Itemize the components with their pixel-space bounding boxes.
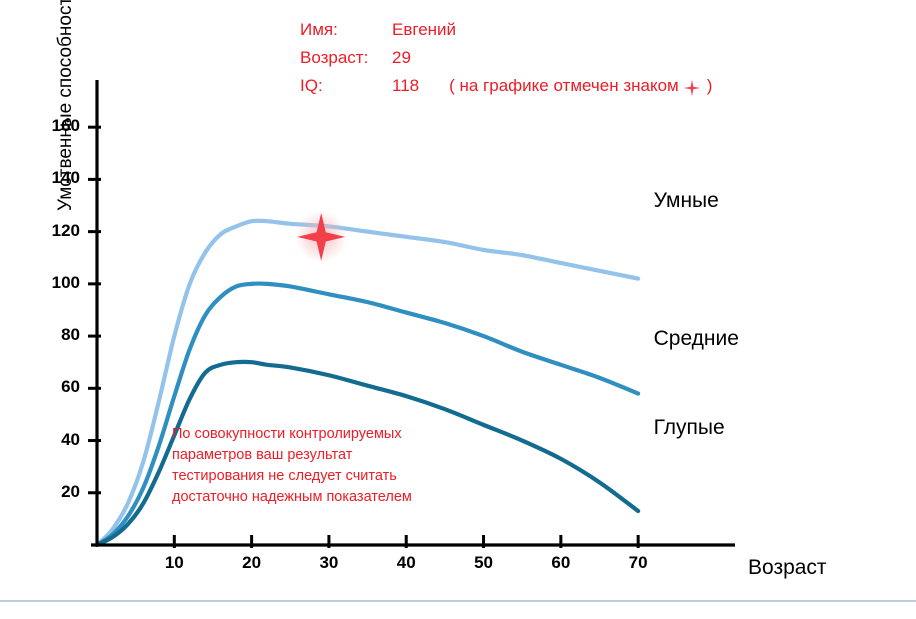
series-line-Средние (94, 281, 641, 548)
info-value-age: 29 (392, 48, 411, 67)
info-row-name: Имя: Евгений (300, 16, 712, 44)
y-tick-label: 140 (51, 168, 80, 188)
x-tick-label: 20 (242, 553, 262, 572)
axis-layer (88, 80, 735, 548)
series-label-Средние: Средние (653, 327, 739, 351)
y-tick-label: 100 (51, 272, 80, 292)
y-tick-label: 80 (61, 325, 80, 345)
info-row-iq: IQ: 118 ( на графике отмечен знаком ) (300, 72, 712, 100)
y-tick-label: 60 (61, 377, 80, 397)
series-label-Умные: Умные (653, 188, 719, 212)
y-tick-label: 160 (51, 116, 80, 136)
user-info-block: Имя: Евгений Возраст: 29 IQ: 118 ( на график… (300, 16, 712, 100)
series-line-Глупые (94, 359, 641, 548)
info-label-iq: IQ: (300, 76, 323, 95)
four-pointed-star-icon (681, 78, 703, 96)
y-tick-label: 20 (61, 481, 80, 501)
y-tick-label: 120 (51, 220, 80, 240)
x-tick-label: 40 (396, 553, 416, 572)
info-value-name: Евгений (392, 20, 457, 39)
x-tick-label: 10 (164, 553, 184, 572)
y-tick-label: 40 (61, 429, 80, 449)
info-note-close: ) (706, 76, 713, 95)
four-pointed-star-icon (297, 212, 346, 261)
x-tick-label: 60 (551, 553, 571, 572)
series-layer (94, 218, 641, 548)
annotation-line: параметров ваш результат (172, 447, 353, 463)
series-label-Глупые: Глупые (653, 416, 725, 440)
marker-layer (295, 210, 348, 263)
info-row-age: Возраст: 29 (300, 44, 712, 72)
series-line-Умные (94, 218, 641, 548)
x-tick-label: 70 (628, 553, 648, 572)
annotation-line: тестирования не следует считать (172, 468, 397, 484)
x-tick-label: 30 (319, 553, 339, 572)
info-label-name: Имя: (300, 20, 338, 39)
annotation-line: достаточно надежным показателем (172, 489, 412, 505)
bottom-divider (0, 600, 916, 602)
info-label-age: Возраст: (300, 48, 369, 67)
result-annotation: По совокупности контролируемых параметро… (172, 424, 502, 508)
x-tick-label: 50 (474, 553, 493, 572)
info-value-iq: 118 (392, 76, 420, 95)
annotation-line: По совокупности контролируемых (172, 426, 402, 442)
x-axis-title: Возраст (748, 556, 827, 579)
info-note-open: ( на графике отмечен знаком (449, 76, 679, 95)
